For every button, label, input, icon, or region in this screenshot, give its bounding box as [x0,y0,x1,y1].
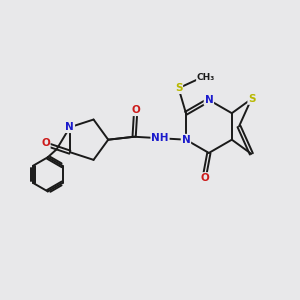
Text: S: S [175,83,182,93]
Text: CH₃: CH₃ [197,74,215,82]
Text: O: O [132,105,141,115]
Text: N: N [182,135,190,145]
Text: N: N [65,122,74,132]
Text: O: O [41,138,50,148]
Text: N: N [205,95,213,105]
Text: S: S [248,94,256,104]
Text: O: O [200,173,209,183]
Text: NH: NH [151,133,169,142]
